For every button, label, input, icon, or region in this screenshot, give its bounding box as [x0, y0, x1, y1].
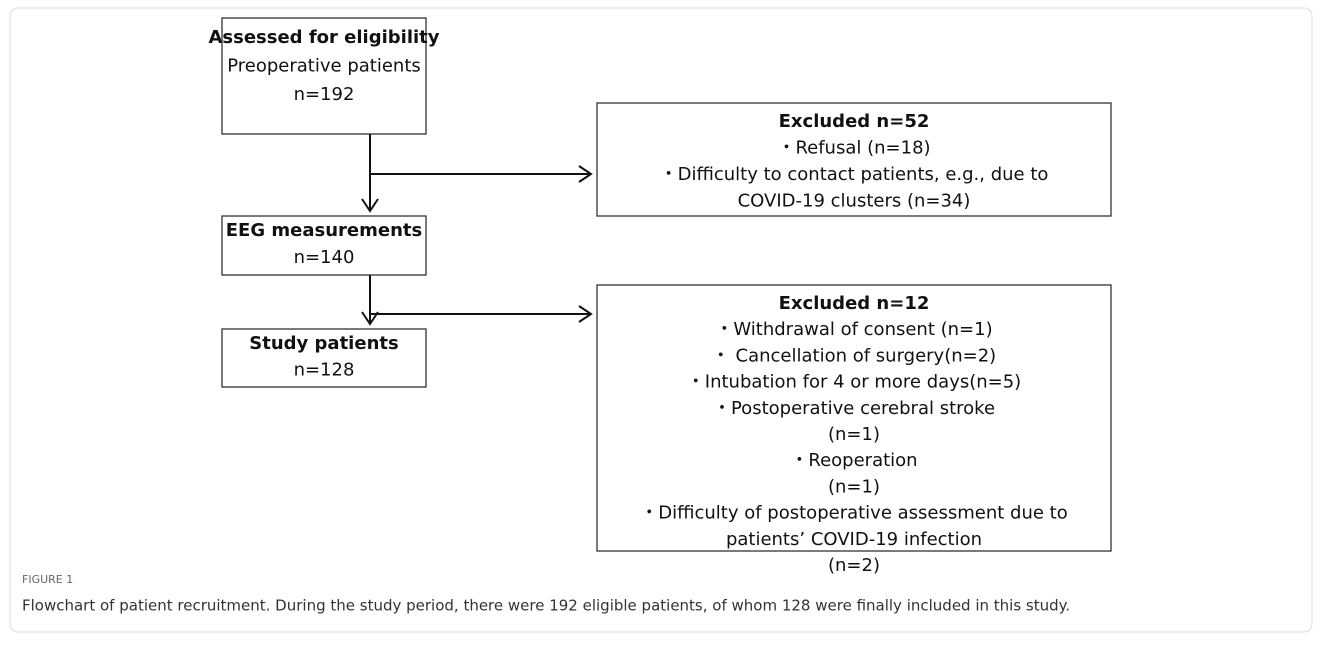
caption-label: FIGURE 1 [22, 573, 73, 586]
node-line: n=128 [294, 360, 355, 381]
arrow [361, 275, 379, 326]
box [596, 284, 1112, 552]
arrow [370, 165, 593, 183]
arrow [361, 134, 379, 213]
node-title: Study patients [249, 333, 398, 354]
node-title: Assessed for eligibility [208, 27, 439, 48]
node-line: Preoperative patients [227, 56, 421, 77]
node-line: n=140 [294, 247, 355, 268]
node-line: ・Difficulty of postoperative assessment … [640, 503, 1068, 524]
box [596, 102, 1112, 217]
node-line: (n=1) [828, 424, 880, 445]
node-title: EEG measurements [226, 220, 422, 241]
node-line: n=192 [294, 84, 355, 105]
node-line: (n=2) [828, 555, 880, 576]
node-line: ・Postoperative cerebral stroke [713, 398, 995, 419]
node-line: (n=1) [828, 476, 880, 497]
frame [9, 7, 1313, 633]
caption-text: Flowchart of patient recruitment. During… [22, 597, 1070, 615]
node-line: ・Intubation for 4 or more days(n=5) [687, 372, 1021, 393]
node-line: ・Reoperation [790, 450, 917, 471]
arrows [361, 134, 593, 326]
node-title: Excluded n=52 [779, 111, 930, 132]
arrow [370, 305, 593, 323]
node-line: ・ Cancellation of surgery(n=2) [712, 345, 996, 366]
node-line: ・Difficulty to contact patients, e.g., d… [660, 164, 1049, 185]
node-title: Excluded n=12 [779, 293, 930, 314]
box [221, 215, 427, 276]
node-line: ・Refusal (n=18) [777, 138, 930, 159]
node-line: patients’ COVID-19 infection [726, 529, 982, 550]
box [221, 328, 427, 388]
box [221, 17, 427, 135]
node-line: COVID-19 clusters (n=34) [738, 191, 971, 212]
node-line: ・Withdrawal of consent (n=1) [715, 319, 992, 340]
